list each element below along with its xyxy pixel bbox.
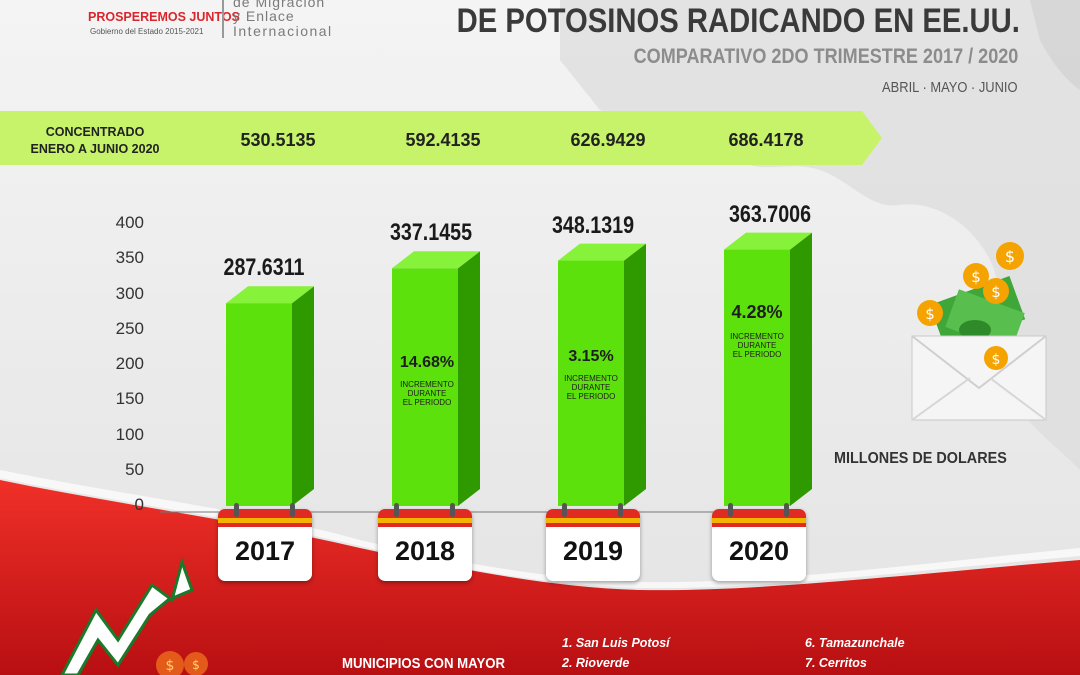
increment-note-line: DURANTE <box>737 341 777 350</box>
bar-2018 <box>392 251 480 506</box>
bar-value-label-2019: 348.1319 <box>551 211 635 239</box>
svg-text:$: $ <box>1005 247 1015 266</box>
increment-note-line: EL PERIODO <box>566 392 616 401</box>
municipio-item: 6. Tamazunchale <box>805 636 905 650</box>
red-swoosh <box>0 480 1080 675</box>
x-tick-label: 2017 <box>234 536 296 566</box>
calendar-2018: 2018 <box>378 503 472 581</box>
concentrado-value-2017: 530.5135 <box>240 130 316 150</box>
concentrado-label-2: ENERO A JUNIO 2020 <box>30 142 160 156</box>
money-envelope-icon: $ $ $ $ $ <box>911 242 1047 421</box>
bar-series <box>226 232 812 507</box>
page-subtitle: COMPARATIVO 2DO TRIMESTRE 2017 / 2020 <box>633 45 1018 68</box>
bar-value-label-2020: 363.7006 <box>728 200 812 228</box>
svg-text:$: $ <box>991 283 1001 301</box>
increment-note-line: INCREMENTO <box>564 374 618 383</box>
concentrado-label-1: CONCENTRADO <box>45 125 145 139</box>
increment-note-2020: INCREMENTO DURANTE EL PERIODO <box>717 332 797 359</box>
increment-note-line: DURANTE <box>571 383 611 392</box>
increment-note-2019: INCREMENTO DURANTE EL PERIODO <box>551 374 631 401</box>
svg-text:$: $ <box>166 658 175 674</box>
growth-arrow-icon <box>60 556 194 675</box>
concentrado-value-2019: 626.9429 <box>570 130 646 150</box>
page-title: DE POTOSINOS RADICANDO EN EE.UU. <box>456 2 1020 40</box>
y-tick-label: 350 <box>115 248 144 268</box>
increment-note-line: INCREMENTO <box>730 332 784 341</box>
bar-2019 <box>558 243 646 506</box>
brand-divider <box>222 0 224 38</box>
department-line-1: de Migración <box>233 0 326 10</box>
government-label: Gobierno del Estado 2015-2021 <box>90 27 204 36</box>
unit-label: MILLONES DE DOLARES <box>834 450 1007 467</box>
svg-text:$: $ <box>925 305 935 323</box>
svg-text:$: $ <box>192 658 200 672</box>
calendar-2019: 2019 <box>546 503 640 581</box>
x-tick-label: 2018 <box>394 536 456 566</box>
increment-note-line: INCREMENTO <box>400 380 454 389</box>
municipios-heading: MUNICIPIOS CON MAYOR <box>342 655 506 672</box>
x-tick-label: 2020 <box>728 536 790 566</box>
svg-text:$: $ <box>971 268 981 286</box>
bar-2020 <box>724 232 812 507</box>
department-line-3: Internacional <box>233 23 333 39</box>
money-bag-icon: $ $ <box>156 651 208 675</box>
municipio-item: 1. San Luis Potosí <box>562 636 670 650</box>
bar-2017 <box>226 286 314 506</box>
y-tick-label: 400 <box>115 213 144 232</box>
x-tick-label: 2019 <box>562 536 624 566</box>
increment-note-2018: INCREMENTO DURANTE EL PERIODO <box>387 380 467 407</box>
concentrado-value-2020: 686.4178 <box>728 130 804 150</box>
y-tick-label: 250 <box>115 318 144 338</box>
brand-header: PROSPEREMOS JUNTOS Gobierno del Estado 2… <box>70 0 370 45</box>
calendar-2017: 2017 <box>218 503 312 581</box>
y-tick-label: 300 <box>115 283 144 303</box>
y-tick-label: 150 <box>115 389 144 409</box>
increment-note-line: EL PERIODO <box>402 398 452 407</box>
bar-value-label-2018: 337.1455 <box>389 219 473 247</box>
increment-note-line: DURANTE <box>407 389 447 398</box>
municipio-item: 7. Cerritos <box>805 656 867 670</box>
slogan: PROSPEREMOS JUNTOS <box>88 10 240 24</box>
y-tick-label: 0 <box>134 495 144 514</box>
svg-text:$: $ <box>992 352 1001 368</box>
increment-note-line: EL PERIODO <box>732 350 782 359</box>
y-tick-label: 100 <box>115 424 144 444</box>
bar-value-label-2017: 287.6311 <box>223 254 305 282</box>
y-tick-label: 200 <box>115 354 144 373</box>
increment-pct-2020: 4.28% <box>731 302 783 322</box>
calendar-2020: 2020 <box>712 503 806 581</box>
concentrado-value-2018: 592.4135 <box>405 130 481 150</box>
months-label: ABRIL · MAYO · JUNIO <box>882 79 1018 96</box>
concentrado-band <box>0 111 882 165</box>
increment-pct-2019: 3.15% <box>568 348 614 365</box>
department-line-2: y Enlace <box>233 8 295 24</box>
y-tick-label: 50 <box>125 459 144 479</box>
municipio-item: 2. Rioverde <box>562 656 630 670</box>
increment-pct-2018: 14.68% <box>399 354 455 371</box>
